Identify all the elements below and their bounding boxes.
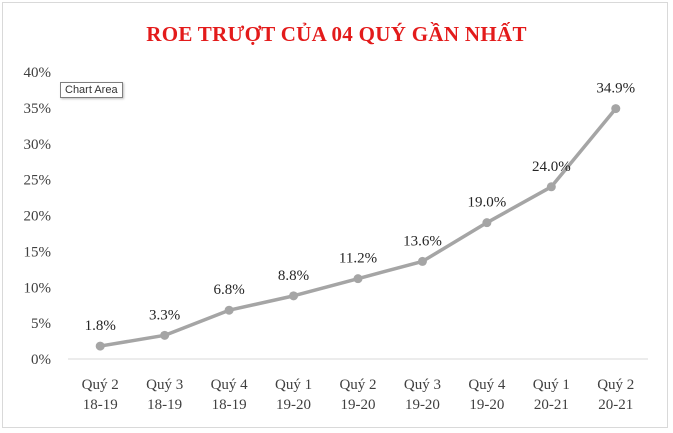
x-tick-label: Quý 2 20-21 [597, 377, 634, 413]
x-tick-label: Quý 2 18-19 [82, 377, 119, 413]
chart-area-tooltip: Chart Area [60, 82, 123, 98]
data-point [160, 330, 170, 340]
x-tick-label: Quý 2 19-20 [339, 377, 376, 413]
data-point [95, 341, 105, 351]
x-tick-label: Quý 3 18-19 [146, 377, 183, 413]
chart-area[interactable] [2, 2, 668, 428]
data-point [611, 104, 621, 114]
data-point [289, 291, 299, 301]
data-label: 6.8% [213, 282, 244, 298]
data-point [224, 305, 234, 315]
data-label: 3.3% [149, 307, 180, 323]
y-tick-label: 35% [24, 101, 52, 117]
y-tick-label: 0% [31, 352, 51, 368]
y-tick-label: 15% [24, 244, 52, 260]
data-point [417, 256, 427, 266]
data-label: 8.8% [278, 268, 309, 284]
y-tick-label: 10% [24, 280, 52, 296]
y-tick-label: 20% [24, 209, 52, 225]
data-label: 19.0% [468, 195, 507, 211]
y-tick-label: 30% [24, 137, 52, 153]
x-tick-label: Quý 1 20-21 [533, 377, 570, 413]
data-point [482, 218, 492, 228]
data-label: 24.0% [532, 159, 571, 175]
x-tick-label: Quý 4 18-19 [211, 377, 249, 413]
data-point [546, 182, 556, 192]
data-label: 1.8% [85, 318, 116, 334]
data-label: 13.6% [403, 233, 442, 249]
data-point [353, 274, 363, 284]
x-tick-label: Quý 1 19-20 [275, 377, 312, 413]
y-tick-label: 40% [24, 65, 52, 81]
data-label: 34.9% [596, 81, 635, 97]
chart-title: ROE TRƯỢT CỦA 04 QUÝ GẦN NHẤT [146, 22, 527, 46]
x-tick-label: Quý 4 19-20 [468, 377, 506, 413]
y-tick-label: 5% [31, 316, 51, 332]
data-label: 11.2% [339, 251, 377, 267]
y-tick-label: 25% [24, 173, 52, 189]
x-tick-label: Quý 3 19-20 [404, 377, 441, 413]
